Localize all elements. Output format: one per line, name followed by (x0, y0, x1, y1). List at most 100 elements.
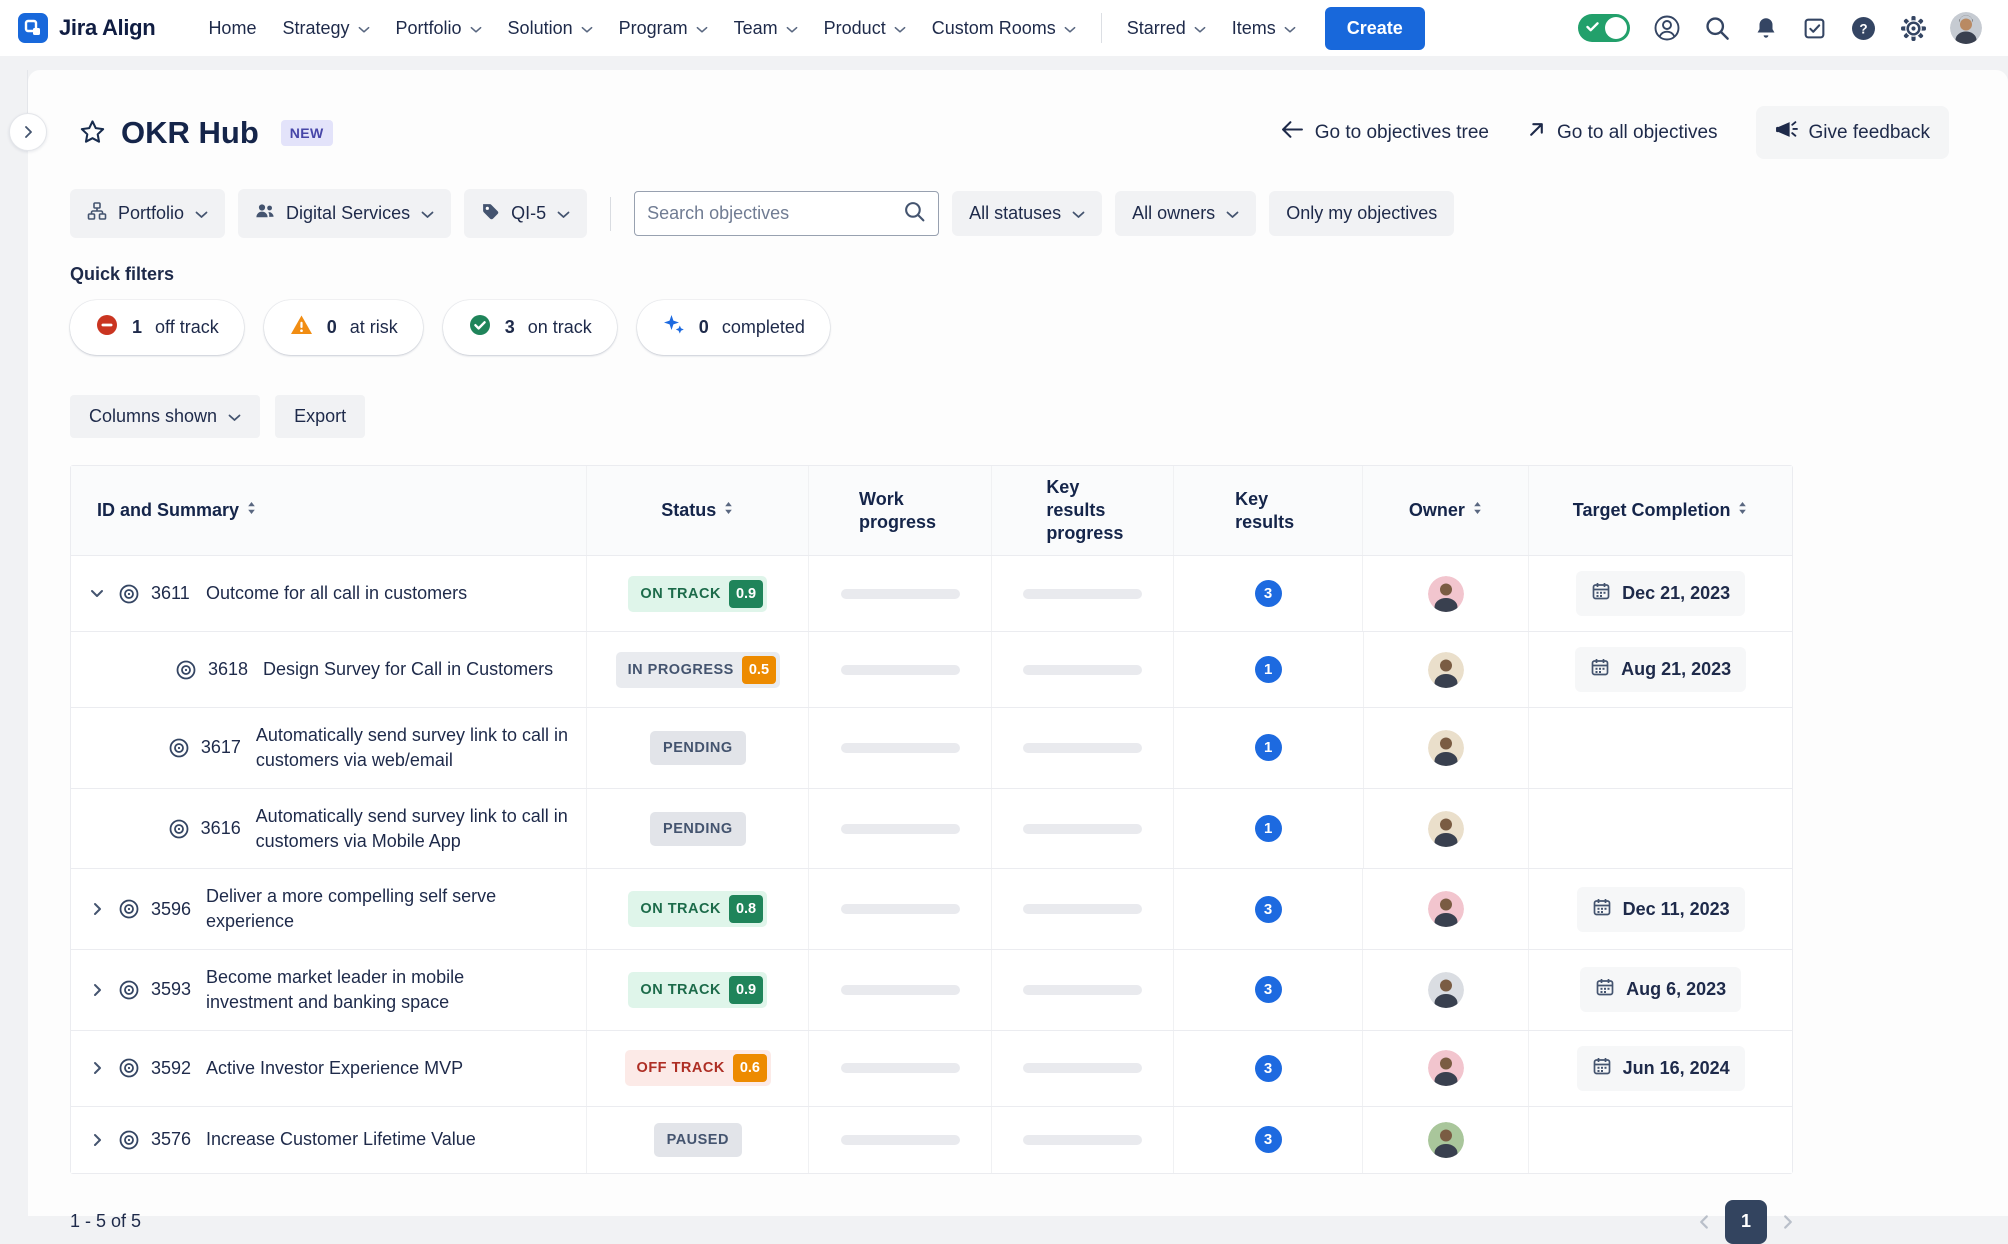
owner-avatar[interactable] (1427, 971, 1464, 1008)
row-expand-chevron-icon[interactable] (87, 902, 107, 916)
objective-summary[interactable]: Active Investor Experience MVP (206, 1057, 464, 1078)
key-results-count[interactable]: 3 (1254, 895, 1282, 923)
nav-item-items[interactable]: Items (1219, 8, 1309, 49)
objective-id[interactable]: 3611 (151, 583, 190, 604)
objective-summary[interactable]: Design Survey for Call in Customers (263, 659, 554, 680)
table-row[interactable]: 3611 Outcome for all call in customers O… (71, 556, 1792, 633)
search-input[interactable] (647, 203, 888, 224)
column-header-id-and-summary[interactable]: ID and Summary (71, 466, 588, 556)
user-avatar[interactable] (1950, 12, 1982, 44)
columns-shown-button[interactable]: Columns shown (70, 395, 261, 438)
owner-avatar[interactable] (1427, 729, 1464, 766)
nav-item-solution[interactable]: Solution (495, 8, 606, 49)
owner-avatar[interactable] (1427, 891, 1464, 928)
table-row[interactable]: 3617 Automatically send survey link to c… (71, 708, 1792, 789)
filter-button-all-owners[interactable]: All owners (1115, 191, 1257, 236)
go-to-objectives-tree-link[interactable]: Go to objectives tree (1281, 120, 1489, 145)
objective-id[interactable]: 3576 (151, 1129, 192, 1150)
table-row[interactable]: 3593 Become market leader in mobile inve… (71, 950, 1792, 1031)
owner-avatar[interactable] (1427, 651, 1464, 688)
account-circle-icon[interactable] (1653, 14, 1681, 42)
nav-item-portfolio[interactable]: Portfolio (383, 8, 495, 49)
gear-icon[interactable] (1900, 15, 1927, 42)
row-expand-chevron-icon[interactable] (87, 589, 107, 598)
create-button[interactable]: Create (1324, 6, 1425, 50)
search-objectives-input[interactable] (634, 191, 940, 236)
give-feedback-button[interactable]: Give feedback (1755, 106, 1949, 159)
next-page-chevron-icon[interactable] (1783, 1214, 1793, 1230)
row-expand-chevron-icon[interactable] (87, 1133, 107, 1147)
nav-item-custom-rooms[interactable]: Custom Rooms (919, 8, 1089, 49)
feature-toggle-on-icon[interactable] (1578, 14, 1630, 42)
work-progress-bar (840, 664, 960, 675)
nav-item-product[interactable]: Product (811, 8, 919, 49)
jira-align-logo[interactable]: Jira Align (18, 13, 156, 43)
owner-avatar[interactable] (1427, 575, 1464, 612)
table-row[interactable]: 3592 Active Investor Experience MVP OFF … (71, 1030, 1792, 1107)
key-results-count[interactable]: 1 (1254, 656, 1282, 684)
filter-dropdown-qi-5[interactable]: QI-5 (464, 189, 588, 238)
go-to-all-objectives-link[interactable]: Go to all objectives (1527, 120, 1718, 145)
row-expand-chevron-icon[interactable] (87, 983, 107, 997)
filter-dropdown-portfolio[interactable]: Portfolio (70, 189, 226, 238)
filter-dropdown-digital-services[interactable]: Digital Services (238, 189, 452, 238)
notifications-bell-icon[interactable] (1753, 15, 1779, 41)
column-header-owner[interactable]: Owner (1363, 466, 1530, 556)
tasks-checkbox-icon[interactable] (1802, 16, 1827, 41)
objective-id[interactable]: 3596 (151, 898, 192, 919)
key-results-count[interactable]: 1 (1254, 815, 1282, 843)
objective-id[interactable]: 3616 (200, 818, 241, 839)
key-results-count[interactable]: 3 (1254, 1126, 1282, 1154)
objective-summary[interactable]: Deliver a more compelling self serve exp… (206, 886, 497, 932)
quick-filter-completed[interactable]: 0 completed (636, 300, 830, 355)
quick-filter-on-track[interactable]: 3 on track (442, 300, 617, 355)
owner-avatar[interactable] (1427, 1121, 1464, 1158)
objective-target-icon (118, 1057, 140, 1079)
column-header-status[interactable]: Status (587, 466, 810, 556)
owner-avatar[interactable] (1427, 810, 1464, 847)
column-header-key-results-progress[interactable]: Key results progress (992, 466, 1174, 556)
objective-id[interactable]: 3617 (200, 737, 241, 758)
filter-button-all-statuses[interactable]: All statuses (952, 191, 1103, 236)
favorite-star-icon[interactable] (78, 118, 107, 147)
owner-avatar[interactable] (1427, 1050, 1464, 1087)
key-results-count[interactable]: 1 (1254, 734, 1282, 762)
objective-id[interactable]: 3592 (151, 1057, 192, 1078)
nav-item-team[interactable]: Team (721, 8, 811, 49)
key-results-count[interactable]: 3 (1254, 1054, 1282, 1082)
export-button[interactable]: Export (275, 395, 366, 438)
quick-filter-off-track[interactable]: 1 off track (70, 300, 244, 355)
expand-sidebar-button[interactable] (9, 113, 47, 151)
objective-id[interactable]: 3593 (151, 979, 192, 1000)
objective-summary[interactable]: Automatically send survey link to call i… (255, 805, 568, 851)
objective-summary[interactable]: Increase Customer Lifetime Value (206, 1129, 476, 1150)
status-score: 0.8 (728, 895, 764, 924)
table-row[interactable]: 3596 Deliver a more compelling self serv… (71, 869, 1792, 951)
nav-item-starred[interactable]: Starred (1114, 8, 1219, 49)
quick-filter-at-risk[interactable]: 0 at risk (263, 300, 423, 355)
search-icon[interactable] (903, 200, 926, 228)
objective-summary[interactable]: Automatically send survey link to call i… (255, 725, 568, 770)
table-row[interactable]: 3616 Automatically send survey link to c… (71, 788, 1792, 870)
nav-item-program[interactable]: Program (606, 8, 721, 49)
table-row[interactable]: 3618 Design Survey for Call in Customers… (71, 632, 1792, 709)
help-icon[interactable]: ? (1850, 15, 1877, 42)
work-progress-bar (840, 1134, 960, 1145)
key-results-count[interactable]: 3 (1254, 580, 1282, 608)
key-results-count[interactable]: 3 (1254, 976, 1282, 1004)
objective-id[interactable]: 3618 (208, 659, 249, 680)
column-header-work-progress[interactable]: Work progress (809, 466, 992, 556)
page-title: OKR Hub (121, 114, 259, 150)
search-icon[interactable] (1704, 15, 1730, 41)
objective-summary[interactable]: Outcome for all call in customers (206, 583, 468, 604)
nav-item-strategy[interactable]: Strategy (269, 8, 382, 49)
page-number-button[interactable]: 1 (1725, 1199, 1767, 1244)
row-expand-chevron-icon[interactable] (87, 1061, 107, 1075)
objective-summary[interactable]: Become market leader in mobile investmen… (206, 967, 465, 1012)
column-header-target-completion[interactable]: Target Completion (1529, 466, 1792, 555)
filter-button-only-my-objectives[interactable]: Only my objectives (1269, 191, 1455, 236)
nav-item-home[interactable]: Home (208, 17, 257, 38)
previous-page-chevron-icon[interactable] (1699, 1214, 1709, 1230)
table-row[interactable]: 3576 Increase Customer Lifetime Value PA… (71, 1106, 1792, 1173)
column-header-key-results[interactable]: Key results (1174, 466, 1364, 556)
